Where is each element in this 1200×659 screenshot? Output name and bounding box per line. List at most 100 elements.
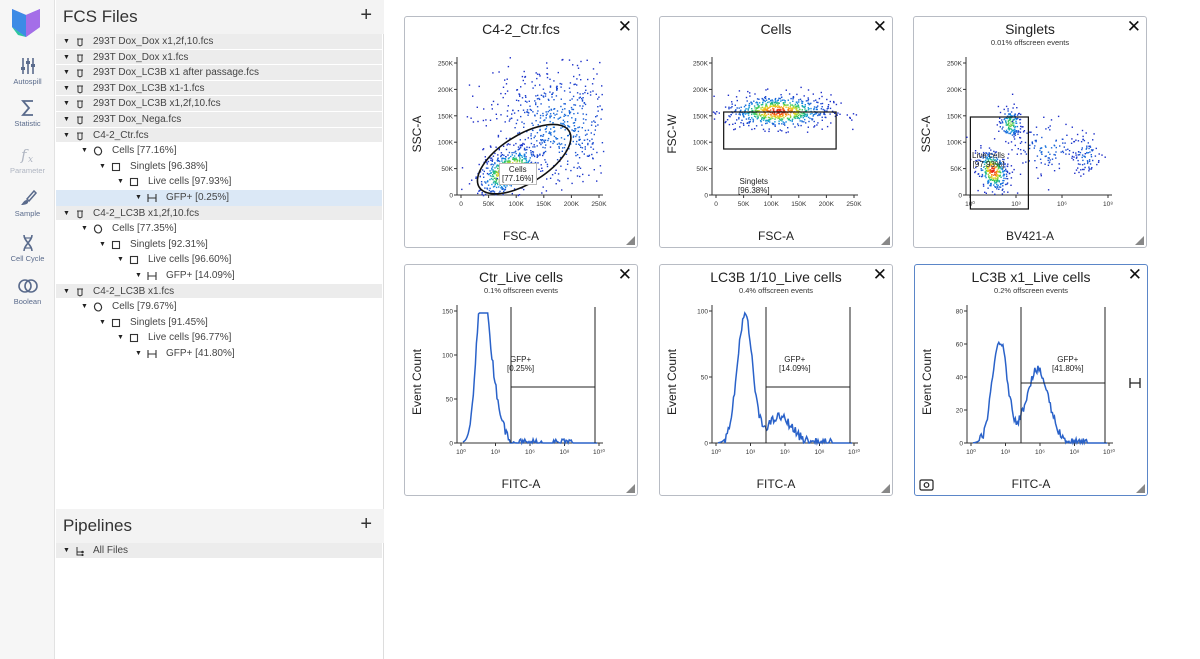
y-axis-label[interactable]: Event Count: [920, 348, 934, 416]
plot-canvas[interactable]: 250K 200K 150K 100K 50K 00 50K 100K 150K 200K 250K: [660, 17, 894, 249]
parameter-button[interactable]: f x Parameter: [0, 145, 55, 175]
gate-label[interactable]: Singlets [96.38%]: [738, 177, 770, 195]
x-axis-label[interactable]: FSC-A: [758, 229, 794, 243]
plot-card[interactable]: 80 60 40 20 0 10⁰ 10³ 10⁶ 10⁸ 10¹⁰ LC3B x1_Live ce…: [914, 264, 1148, 496]
fcs-file-row[interactable]: ▼ 293T Dox_Nega.fcs: [56, 111, 382, 128]
collapse-caret-icon[interactable]: ▼: [63, 287, 70, 295]
y-axis-label[interactable]: Event Count: [410, 348, 424, 416]
gate-row[interactable]: ▼ Cells [79.67%]: [56, 299, 382, 315]
collapse-caret-icon[interactable]: ▼: [63, 100, 70, 108]
add-pipeline-button[interactable]: +: [360, 513, 372, 535]
fcs-file-row[interactable]: ▼ 293T Dox_LC3B x1,2f,10.fcs: [56, 96, 382, 112]
collapse-caret-icon[interactable]: ▼: [99, 318, 106, 326]
plot-canvas[interactable]: 250K 200K 150K 100K 50K 00 50K 100K 150K 200K 250K: [405, 17, 639, 249]
range-gate[interactable]: [1020, 307, 1106, 443]
statistic-button[interactable]: Statistic: [0, 98, 55, 128]
x-axis-label[interactable]: FITC-A: [1011, 477, 1051, 491]
gate-row[interactable]: ▼ Singlets [92.31%]: [56, 237, 382, 253]
gate-row[interactable]: ▼ Singlets [91.45%]: [56, 315, 382, 331]
collapse-caret-icon[interactable]: ▼: [117, 334, 124, 342]
x-axis-label[interactable]: BV421-A: [1005, 229, 1055, 243]
gate-row[interactable]: ▼ Live cells [96.60%]: [56, 252, 382, 268]
fcs-file-row[interactable]: ▼ C4-2_LC3B x1,2f,10.fcs: [56, 205, 382, 222]
boolean-button[interactable]: Boolean: [0, 276, 55, 306]
cell-cycle-button[interactable]: Cell Cycle: [0, 233, 55, 263]
collapse-caret-icon[interactable]: ▼: [117, 178, 124, 186]
gate-row[interactable]: ▼ Cells [77.16%]: [56, 143, 382, 159]
close-icon[interactable]: ✕: [872, 17, 887, 36]
collapse-caret-icon[interactable]: ▼: [63, 547, 70, 554]
rect-gate[interactable]: [969, 116, 1029, 210]
collapse-caret-icon[interactable]: ▼: [81, 225, 88, 233]
y-axis-label[interactable]: FSC-W: [665, 114, 679, 154]
snapshot-icon[interactable]: [919, 479, 934, 491]
x-axis-label[interactable]: FITC-A: [501, 477, 541, 491]
add-fcs-file-button[interactable]: +: [360, 4, 372, 26]
collapse-caret-icon[interactable]: ▼: [63, 53, 70, 61]
plot-card[interactable]: 250K 200K 150K 100K 50K 0 10⁰ 10³ 10⁶ 10⁸ Singlets…: [913, 16, 1147, 248]
rect-gate[interactable]: [723, 111, 837, 150]
resize-handle-icon[interactable]: [881, 484, 890, 493]
autospill-button[interactable]: Autospill: [0, 56, 55, 86]
collapse-caret-icon[interactable]: ▼: [135, 271, 142, 279]
range-gate[interactable]: [765, 307, 851, 443]
collapse-caret-icon[interactable]: ▼: [63, 69, 70, 77]
fcs-file-row[interactable]: ▼ 293T Dox_Dox x1.fcs: [56, 49, 382, 66]
gate-row[interactable]: ▼ GFP+ [0.25%]: [56, 189, 382, 206]
close-icon[interactable]: ✕: [1126, 17, 1141, 36]
y-axis-label[interactable]: Event Count: [665, 348, 679, 416]
resize-handle-icon[interactable]: [626, 484, 635, 493]
fcs-file-row[interactable]: ▼ C4-2_Ctr.fcs: [56, 127, 382, 144]
sample-button[interactable]: Sample: [0, 188, 55, 218]
collapse-caret-icon[interactable]: ▼: [63, 84, 70, 92]
collapse-caret-icon[interactable]: ▼: [81, 303, 88, 311]
resize-handle-icon[interactable]: [1136, 484, 1145, 493]
x-axis-label[interactable]: FITC-A: [756, 477, 796, 491]
fcs-file-row[interactable]: ▼ 293T Dox_Dox x1,2f,10.fcs: [56, 34, 382, 50]
gate-label[interactable]: GFP+ [0.25%]: [505, 354, 536, 374]
resize-handle-icon[interactable]: [881, 236, 890, 245]
collapse-caret-icon[interactable]: ▼: [63, 115, 70, 123]
collapse-caret-icon[interactable]: ▼: [135, 193, 142, 201]
plot-card[interactable]: 250K 200K 150K 100K 50K 0 0 50K 100K 150K 200K 250K…: [659, 16, 893, 248]
y-axis-label[interactable]: SSC-A: [410, 115, 424, 153]
collapse-caret-icon[interactable]: ▼: [63, 131, 70, 139]
gate-label[interactable]: GFP+ [41.80%]: [1050, 354, 1086, 374]
pipeline-all-files[interactable]: ▼ All Files: [56, 543, 382, 559]
collapse-caret-icon[interactable]: ▼: [63, 209, 70, 217]
collapse-caret-icon[interactable]: ▼: [135, 349, 142, 357]
gate-label[interactable]: Cells [77.16%]: [499, 163, 537, 185]
gate-row[interactable]: ▼ Live cells [97.93%]: [56, 174, 382, 190]
resize-handle-icon[interactable]: [626, 236, 635, 245]
range-gate[interactable]: [510, 307, 596, 443]
gate-row[interactable]: ▼ Cells [77.35%]: [56, 221, 382, 237]
ellipse-gate[interactable]: [466, 111, 581, 208]
close-icon[interactable]: ✕: [617, 265, 632, 284]
plot-card[interactable]: 250K 200K 150K 100K 50K 0 0 50K 100K 150K 200K 250K…: [404, 16, 638, 248]
gate-row[interactable]: ▼ GFP+ [41.80%]: [56, 346, 382, 362]
fcs-file-row[interactable]: ▼ 293T Dox_LC3B x1-1.fcs: [56, 80, 382, 97]
plot-card[interactable]: 150 100 50 0 10⁰ 10³ 10⁶ 10⁸ 10¹⁰ Ctr_Live cells 0…: [404, 264, 638, 496]
collapse-caret-icon[interactable]: ▼: [81, 147, 88, 155]
range-gate-tool-icon[interactable]: [1129, 377, 1141, 389]
gate-row[interactable]: ▼ GFP+ [14.09%]: [56, 268, 382, 284]
gate-label[interactable]: GFP+ [14.09%]: [777, 354, 813, 374]
close-icon[interactable]: ✕: [1127, 265, 1142, 284]
gate-row[interactable]: ▼ Live cells [96.77%]: [56, 330, 382, 346]
collapse-caret-icon[interactable]: ▼: [117, 256, 124, 264]
close-icon[interactable]: ✕: [617, 17, 632, 36]
plot-card[interactable]: 100 50 0 10⁰ 10³ 10⁶ 10⁸ 10¹⁰ LC3B 1/10_Live cel…: [659, 264, 893, 496]
x-axis-label[interactable]: FSC-A: [503, 229, 539, 243]
collapse-caret-icon[interactable]: ▼: [63, 38, 70, 45]
gate-row[interactable]: ▼ Singlets [96.38%]: [56, 159, 382, 175]
fcs-file-row[interactable]: ▼ 293T Dox_LC3B x1 after passage.fcs: [56, 65, 382, 81]
resize-handle-icon[interactable]: [1135, 236, 1144, 245]
collapse-caret-icon[interactable]: ▼: [99, 240, 106, 248]
fcs-file-row[interactable]: ▼ C4-2_LC3B x1.fcs: [56, 283, 382, 300]
gate-label[interactable]: Live cells [97.93%]: [972, 151, 1005, 169]
y-axis-label[interactable]: SSC-A: [919, 115, 933, 153]
